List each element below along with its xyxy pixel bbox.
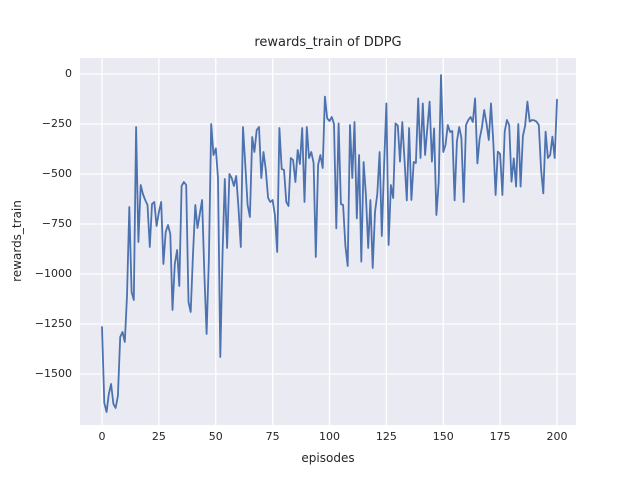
axes-background [80,58,576,425]
x-axis-label: episodes [301,451,355,465]
x-tick-label: 0 [98,430,106,443]
y-tick-label: −750 [41,217,72,230]
x-tick-label: 25 [151,430,166,443]
x-tick-label: 150 [432,430,454,443]
x-tick-label: 175 [489,430,511,443]
y-tick-label: −250 [41,117,72,130]
y-tick-label: −500 [41,167,72,180]
plot-area [80,58,576,425]
y-tick-label: 0 [65,67,72,80]
x-tick-label: 50 [208,430,223,443]
chart-title: rewards_train of DDPG [254,35,402,50]
x-tick-label: 75 [265,430,280,443]
y-tick-label: −1250 [34,317,72,330]
x-tick-label: 125 [375,430,397,443]
x-tick-label: 100 [319,430,340,443]
rewards-line [101,74,558,413]
x-tick-label: 200 [546,430,568,443]
y-tick-label: −1500 [34,367,72,380]
y-tick-label: −1000 [34,267,72,280]
